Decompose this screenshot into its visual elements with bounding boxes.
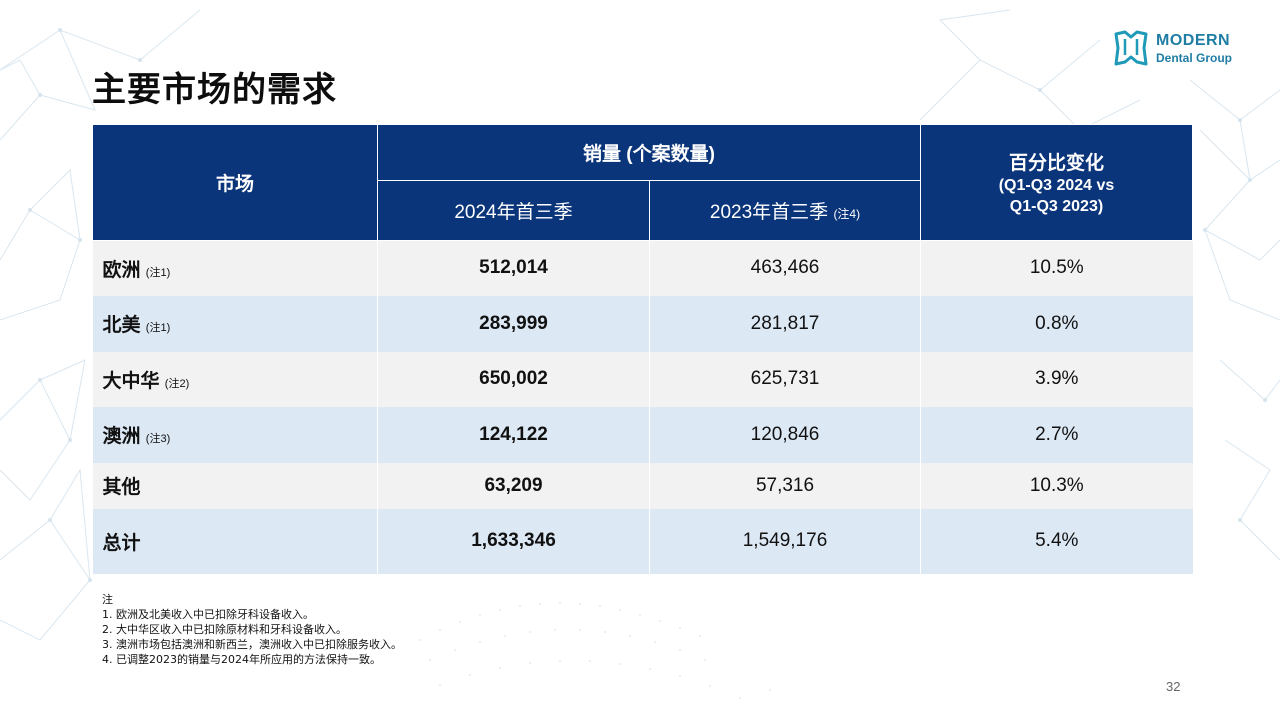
table-row: 澳洲 (注3) 124,122 120,846 2.7% [92,406,1193,463]
tooth-logo-icon [1114,30,1148,66]
value-2023: 281,817 [649,295,921,352]
market-cell: 澳洲 (注3) [92,406,378,463]
page-number: 32 [1166,679,1181,694]
market-name: 总计 [102,532,141,554]
header-sales-volume: 销量 (个案数量) [377,124,921,181]
header-percent-change: 百分比变化 (Q1-Q3 2024 vs Q1-Q3 2023) [920,124,1193,241]
footnote-item: 4. 已调整2023的销量与2024年所应用的方法保持一致。 [102,653,381,666]
header-2024-q1q3: 2024年首三季 [377,180,650,241]
market-note: (注1) [145,266,171,279]
value-2023: 1,549,176 [649,508,921,574]
value-2023: 120,846 [649,406,921,463]
header-market: 市场 [92,124,378,241]
value-change: 0.8% [920,295,1193,352]
logo-wordmark-line2: Dental Group [1156,51,1233,65]
value-2024: 650,002 [377,351,650,407]
footnote-item: 2. 大中华区收入中已扣除原材料和牙科设备收入。 [102,623,347,636]
footnotes: 注 1. 欧洲及北美收入中已扣除牙科设备收入。 2. 大中华区收入中已扣除原材料… [102,592,402,667]
header-change-period-2: Q1-Q3 2023) [1009,198,1104,215]
market-name: 大中华 [102,370,160,392]
market-note: (注1) [145,322,171,334]
value-2023: 57,316 [649,462,921,509]
market-cell: 大中华 (注2) [92,351,378,407]
value-change: 10.3% [920,462,1193,509]
market-name: 其他 [102,477,141,498]
market-cell: 欧洲 (注1) [92,240,378,296]
market-name: 北美 [102,315,141,336]
value-2023: 463,466 [649,240,921,296]
market-demand-table: 市场 销量 (个案数量) 百分比变化 (Q1-Q3 2024 vs Q1-Q3 … [92,124,1193,574]
market-note: (注3) [145,433,171,445]
footnotes-heading: 注 [102,593,113,606]
value-2024: 283,999 [377,295,650,352]
market-note: (注2) [164,377,190,390]
value-2024: 512,014 [377,240,650,296]
table-row: 其他 63,209 57,316 10.3% [92,462,1193,509]
market-cell: 总计 [92,508,378,574]
table-row: 大中华 (注2) 650,002 625,731 3.9% [92,351,1193,407]
value-change: 10.5% [920,240,1193,296]
value-change: 3.9% [920,351,1193,407]
header-2023-note: (注4) [833,207,861,221]
value-2024: 63,209 [377,462,650,509]
company-logo: MODERN Dental Group [1113,30,1253,70]
market-cell: 北美 (注1) [92,295,378,352]
page-title: 主要市场的需求 [92,70,337,110]
value-2024: 1,633,346 [377,508,650,574]
footnote-item: 3. 澳洲市场包括澳洲和新西兰，澳洲收入中已扣除服务收入。 [102,638,402,651]
logo-wordmark-line1: MODERN [1156,32,1231,49]
header-2023-q1q3: 2023年首三季 (注4) [649,180,921,241]
header-change-period-1: (Q1-Q3 2024 vs [998,177,1115,194]
table-row: 欧洲 (注1) 512,014 463,466 10.5% [92,240,1193,296]
value-change: 5.4% [920,508,1193,574]
table-row-total: 总计 1,633,346 1,549,176 5.4% [92,508,1193,574]
table-row: 北美 (注1) 283,999 281,817 0.8% [92,295,1193,352]
market-name: 欧洲 [102,259,141,281]
value-2024: 124,122 [377,406,650,463]
header-change-title: 百分比变化 [1008,153,1104,174]
market-cell: 其他 [92,462,378,509]
value-2023: 625,731 [649,351,921,407]
value-change: 2.7% [920,406,1193,463]
footnote-item: 1. 欧洲及北美收入中已扣除牙科设备收入。 [102,608,314,621]
market-name: 澳洲 [102,426,141,447]
header-2023-label: 2023年首三季 [709,202,829,223]
